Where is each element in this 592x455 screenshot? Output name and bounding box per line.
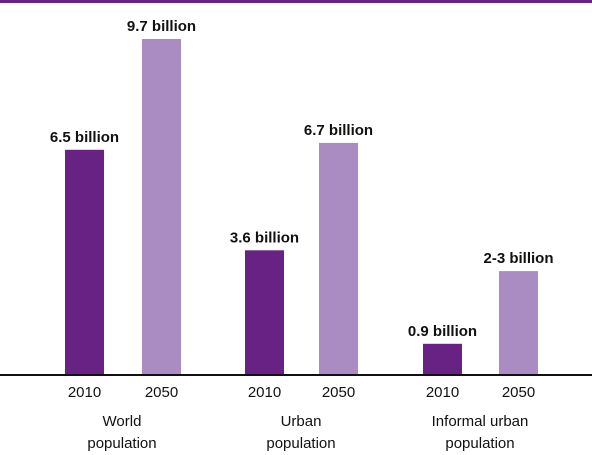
x-group-label: population	[266, 435, 335, 452]
bar-value-label: 2-3 billion	[483, 250, 553, 267]
bar-value-label: 9.7 billion	[127, 18, 196, 35]
x-tick-label-2050: 2050	[145, 384, 178, 401]
bar-1-2010	[65, 149, 104, 375]
bar-2-2010	[245, 250, 284, 375]
bar-value-label: 3.6 billion	[230, 229, 299, 246]
x-tick-label-2050: 2050	[322, 384, 355, 401]
bar-3-2050	[499, 271, 538, 375]
x-group-label: population	[87, 435, 156, 452]
x-group-label: World	[103, 413, 142, 430]
bar-2-2050	[319, 142, 358, 375]
bar-3-2010	[423, 343, 462, 375]
bar-value-label: 6.5 billion	[50, 129, 119, 146]
bar-value-label: 0.9 billion	[408, 323, 477, 340]
top-rule	[0, 0, 592, 3]
bar-1-2050	[142, 39, 181, 375]
bars-layer	[65, 39, 538, 375]
x-tick-label-2010: 2010	[68, 384, 101, 401]
x-group-label: Urban	[281, 413, 322, 430]
x-group-label: Informal urban	[432, 413, 529, 430]
x-group-label: population	[445, 435, 514, 452]
x-tick-label-2010: 2010	[248, 384, 281, 401]
x-tick-label-2010: 2010	[426, 384, 459, 401]
bar-value-label: 6.7 billion	[304, 122, 373, 139]
x-tick-label-2050: 2050	[502, 384, 535, 401]
